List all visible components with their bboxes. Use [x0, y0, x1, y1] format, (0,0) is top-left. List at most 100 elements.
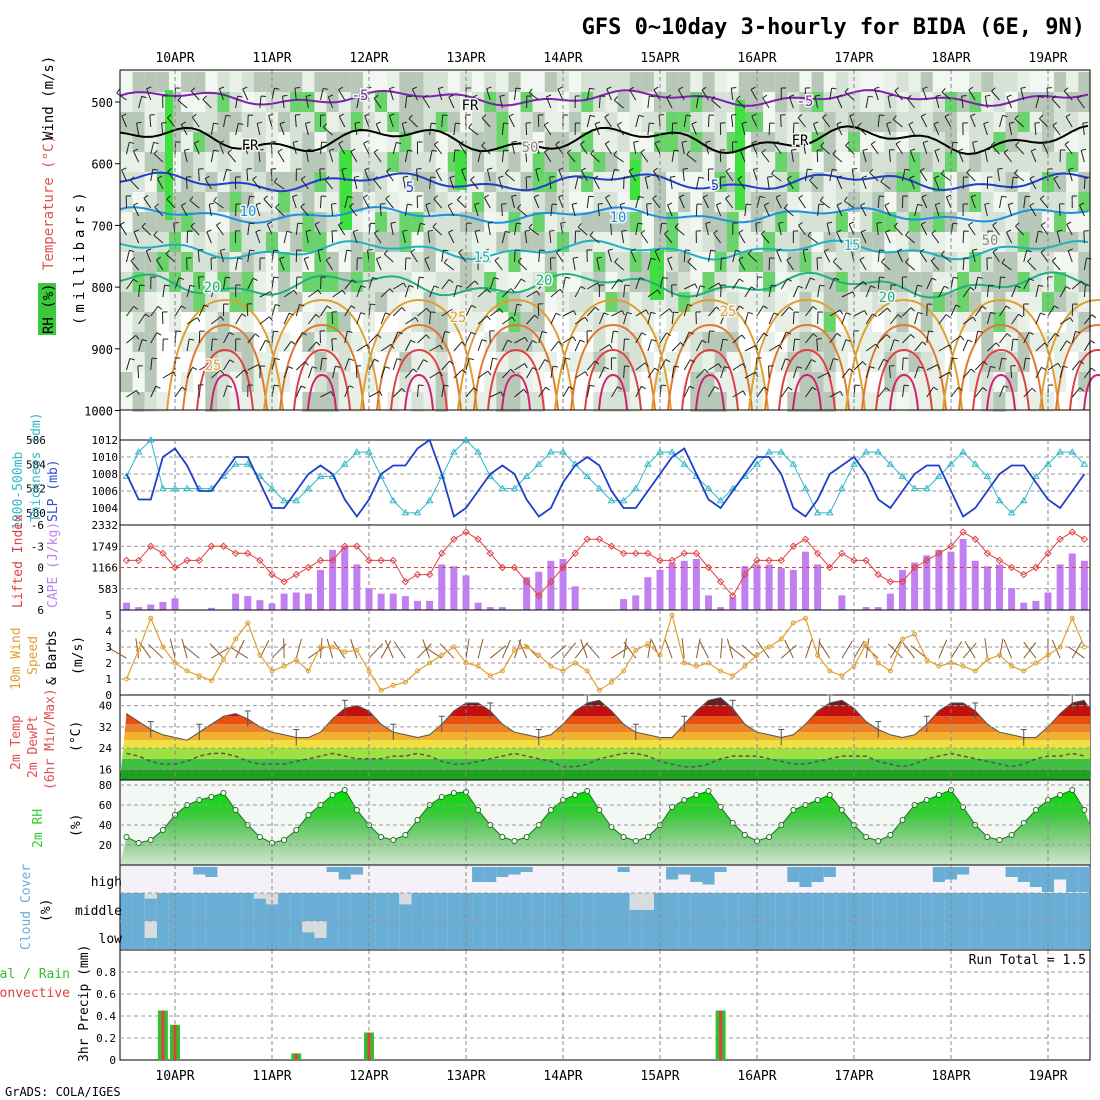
- wind-barb: [514, 223, 517, 236]
- cloud-cell-middle: [302, 893, 315, 921]
- wind-barb-flag: [920, 221, 926, 225]
- wind-barb-flag: [968, 221, 973, 226]
- wind-barb: [258, 150, 261, 163]
- wind-barb: [659, 359, 667, 371]
- wind-barb-flag: [872, 313, 878, 317]
- cape-bar: [996, 564, 1003, 610]
- wind-barb-flag: [614, 257, 619, 263]
- lifted-index-point: [644, 549, 652, 558]
- cape-bar: [304, 593, 312, 610]
- rh-cell: [932, 272, 945, 292]
- wind-barb-flag: [933, 121, 939, 125]
- wind-barb: [775, 196, 782, 209]
- temp-band: [120, 758, 1090, 770]
- rh-cell: [193, 312, 206, 332]
- wind-barb-flag: [870, 140, 876, 145]
- wind-barb: [805, 333, 814, 344]
- wind-barb: [630, 250, 637, 263]
- contour-label: 10: [240, 204, 257, 220]
- wind-barb-flag: [1006, 333, 1012, 337]
- wind-barb-flag: [884, 202, 890, 206]
- rh-cell: [484, 152, 497, 172]
- contour-label: 20: [879, 290, 896, 306]
- precip-panel-frame: [119, 949, 1091, 1061]
- wind-barb-flag: [157, 175, 163, 179]
- wind-barb: [877, 195, 880, 209]
- rh-cell: [496, 252, 509, 272]
- cloud-cell-middle: [678, 893, 691, 921]
- wind-barb: [902, 357, 904, 371]
- wind-barb: [180, 205, 188, 217]
- lifted-index-point: [438, 549, 446, 558]
- wind-barb: [1065, 116, 1073, 128]
- wind-barb-flag: [1067, 248, 1074, 252]
- wind-barb-flag: [774, 140, 779, 145]
- rh-point: [208, 794, 215, 800]
- wind-barb: [926, 277, 933, 290]
- wind-speed-point: [997, 652, 1002, 658]
- rh-cell: [957, 292, 970, 312]
- wind-barb-flag: [773, 312, 779, 316]
- wind-barb-flag: [305, 229, 312, 232]
- rh-cell: [702, 72, 715, 92]
- cloud-cell-middle: [932, 893, 945, 921]
- cape-bar: [365, 588, 373, 610]
- rh-cell: [241, 72, 254, 92]
- wind-barb: [720, 312, 726, 325]
- wind-barb-flag: [589, 114, 596, 117]
- wind-barb: [528, 92, 540, 101]
- wind-barb-flag: [1008, 202, 1014, 205]
- wind-barb: [1023, 278, 1030, 290]
- rh-cell: [799, 272, 812, 292]
- rh-cell: [338, 312, 351, 332]
- wind-barb-flag: [304, 361, 309, 366]
- cloud-cell-low: [496, 921, 509, 949]
- rh-cell: [156, 392, 169, 412]
- wind-barb: [1034, 122, 1037, 136]
- wind-barb-flag: [504, 169, 509, 174]
- wind-barb: [938, 314, 947, 325]
- wind-barb: [931, 233, 940, 244]
- wind-barb: [966, 172, 976, 182]
- wind-speed-point: [560, 668, 566, 674]
- wind-barb: [836, 231, 843, 244]
- wind-barb-flag: [511, 316, 516, 322]
- wind-barb: [186, 285, 191, 298]
- cloud-cell-middle: [435, 893, 448, 921]
- wind-barb: [705, 142, 709, 155]
- wind-barb: [671, 122, 674, 136]
- cloud-cell-low: [787, 921, 800, 949]
- wind-speed-point: [742, 663, 748, 669]
- wind-barb: [223, 115, 227, 128]
- wind-barb-flag: [662, 276, 668, 279]
- cloud-cell-low: [860, 921, 873, 949]
- rh-point: [390, 837, 397, 843]
- wind-barb: [174, 305, 182, 317]
- wind-barb: [732, 390, 744, 398]
- wind-barb-flag: [432, 222, 437, 228]
- rh-cell: [884, 132, 897, 152]
- precip-label-1: Total / Rain: [0, 967, 70, 982]
- wind-barb: [744, 312, 749, 325]
- wind-barb-flag: [1020, 86, 1026, 89]
- wind-barb-flag: [735, 249, 741, 252]
- wind-barb: [725, 170, 734, 182]
- wind-barb: [768, 344, 780, 352]
- wind-barb-flag: [219, 86, 225, 90]
- rh-cell: [229, 212, 242, 232]
- wind-barb-flag: [189, 284, 195, 287]
- rh-cell: [932, 92, 945, 112]
- thickness-point: [559, 448, 567, 455]
- wind-barb: [1059, 366, 1064, 379]
- wind-barb-flag: [952, 141, 958, 144]
- rh-cell: [763, 172, 776, 192]
- rh-cell: [1078, 352, 1090, 372]
- lifted-index-point: [838, 549, 846, 558]
- wind-barb-flag: [930, 257, 936, 262]
- wind-barb: [635, 277, 641, 290]
- cape-bar: [123, 602, 130, 610]
- surface-wind-barb: [853, 640, 865, 659]
- wind-barb: [792, 339, 796, 352]
- wind-barb: [427, 231, 431, 244]
